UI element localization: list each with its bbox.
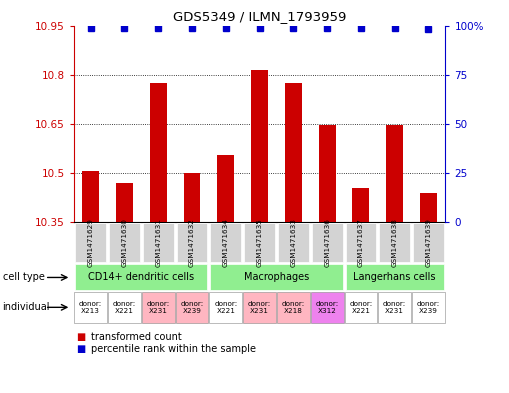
Bar: [386, 125, 403, 222]
Text: GSM1471633: GSM1471633: [290, 218, 296, 267]
Text: Langerhans cells: Langerhans cells: [353, 272, 436, 283]
Bar: [217, 155, 234, 222]
Bar: [150, 83, 166, 222]
Text: GSM1471635: GSM1471635: [257, 218, 263, 267]
Bar: [116, 183, 133, 222]
Title: GDS5349 / ILMN_1793959: GDS5349 / ILMN_1793959: [173, 10, 346, 23]
Bar: [82, 171, 99, 222]
Bar: [251, 70, 268, 222]
Text: donor:
X218: donor: X218: [282, 301, 305, 314]
Text: GSM1471634: GSM1471634: [223, 218, 229, 267]
Text: GSM1471637: GSM1471637: [358, 218, 364, 267]
Text: GSM1471636: GSM1471636: [324, 218, 330, 267]
Bar: [184, 173, 201, 222]
Text: ■: ■: [76, 343, 86, 354]
Text: donor:
X312: donor: X312: [316, 301, 339, 314]
Text: GSM1471638: GSM1471638: [392, 218, 398, 267]
Text: percentile rank within the sample: percentile rank within the sample: [91, 343, 256, 354]
Text: donor:
X239: donor: X239: [417, 301, 440, 314]
Text: GSM1471629: GSM1471629: [88, 218, 94, 267]
Text: donor:
X231: donor: X231: [248, 301, 271, 314]
Text: GSM1471639: GSM1471639: [426, 218, 432, 267]
Text: donor:
X231: donor: X231: [383, 301, 406, 314]
Text: GSM1471630: GSM1471630: [122, 218, 127, 267]
Text: cell type: cell type: [3, 272, 44, 283]
Text: GSM1471631: GSM1471631: [155, 218, 161, 267]
Text: donor:
X213: donor: X213: [79, 301, 102, 314]
Text: donor:
X221: donor: X221: [113, 301, 136, 314]
Text: ■: ■: [76, 332, 86, 342]
Bar: [319, 125, 335, 222]
Text: Macrophages: Macrophages: [244, 272, 309, 283]
Text: CD14+ dendritic cells: CD14+ dendritic cells: [88, 272, 194, 283]
Text: transformed count: transformed count: [91, 332, 181, 342]
Text: donor:
X231: donor: X231: [147, 301, 170, 314]
Bar: [352, 188, 370, 222]
Text: GSM1471632: GSM1471632: [189, 218, 195, 267]
Text: donor:
X221: donor: X221: [214, 301, 237, 314]
Text: individual: individual: [3, 302, 50, 312]
Text: donor:
X221: donor: X221: [349, 301, 373, 314]
Bar: [285, 83, 302, 222]
Bar: [420, 193, 437, 222]
Text: donor:
X239: donor: X239: [180, 301, 204, 314]
